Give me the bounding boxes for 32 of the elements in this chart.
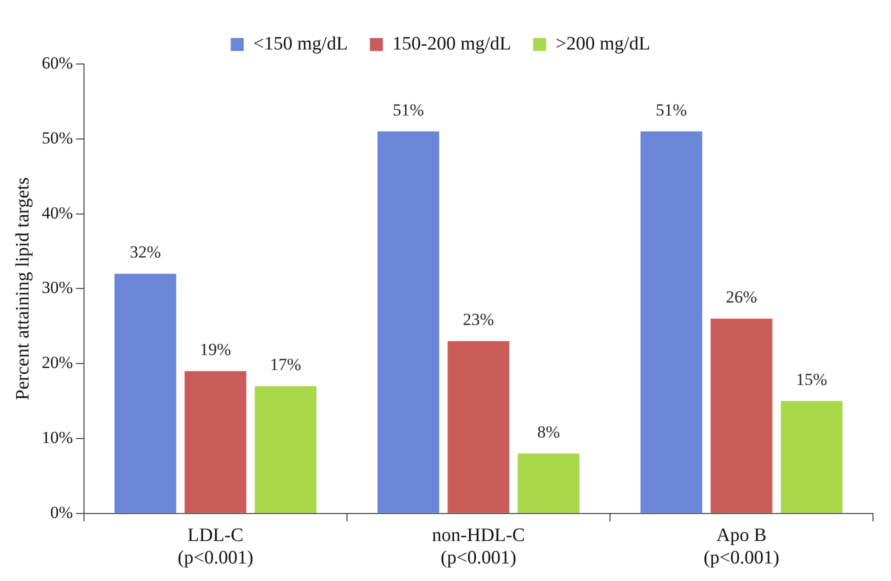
- bar: [780, 401, 842, 513]
- data-label: 8%: [537, 422, 560, 442]
- y-tick-label: 0%: [50, 502, 73, 522]
- x-tick-label: non-HDL-C (p<0.001): [432, 524, 525, 569]
- data-label: 17%: [270, 355, 302, 374]
- data-label: 51%: [656, 100, 687, 120]
- data-label: 26%: [726, 288, 758, 307]
- bar: [518, 453, 580, 513]
- data-label: 19%: [200, 340, 232, 360]
- x-tick-label: LDL-C (p<0.001): [178, 524, 254, 569]
- data-label: 32%: [130, 242, 161, 262]
- legend-label: 150-200 mg/dL: [392, 33, 512, 54]
- legend-label: <150 mg/dL: [253, 33, 348, 54]
- y-tick-label: 60%: [42, 53, 73, 72]
- data-label: 15%: [796, 370, 828, 390]
- legend-label: >200 mg/dL: [556, 33, 650, 54]
- data-label: 51%: [392, 100, 424, 120]
- x-tick-label: Apo B (p<0.001): [704, 524, 780, 569]
- bar: [448, 341, 510, 513]
- bar: [710, 318, 772, 513]
- y-tick-label: 10%: [42, 428, 73, 447]
- y-tick-label: 50%: [42, 128, 73, 148]
- y-axis-title: Percent attaining lipid targets: [12, 177, 34, 400]
- bar: [114, 274, 176, 513]
- bar: [254, 386, 316, 513]
- bar: [184, 371, 246, 513]
- y-tick-label: 20%: [42, 353, 73, 372]
- bar: [640, 131, 702, 513]
- bar: [377, 131, 440, 513]
- y-tick-label: 40%: [42, 203, 73, 222]
- data-label: 23%: [462, 310, 494, 330]
- y-tick-label: 30%: [42, 278, 73, 298]
